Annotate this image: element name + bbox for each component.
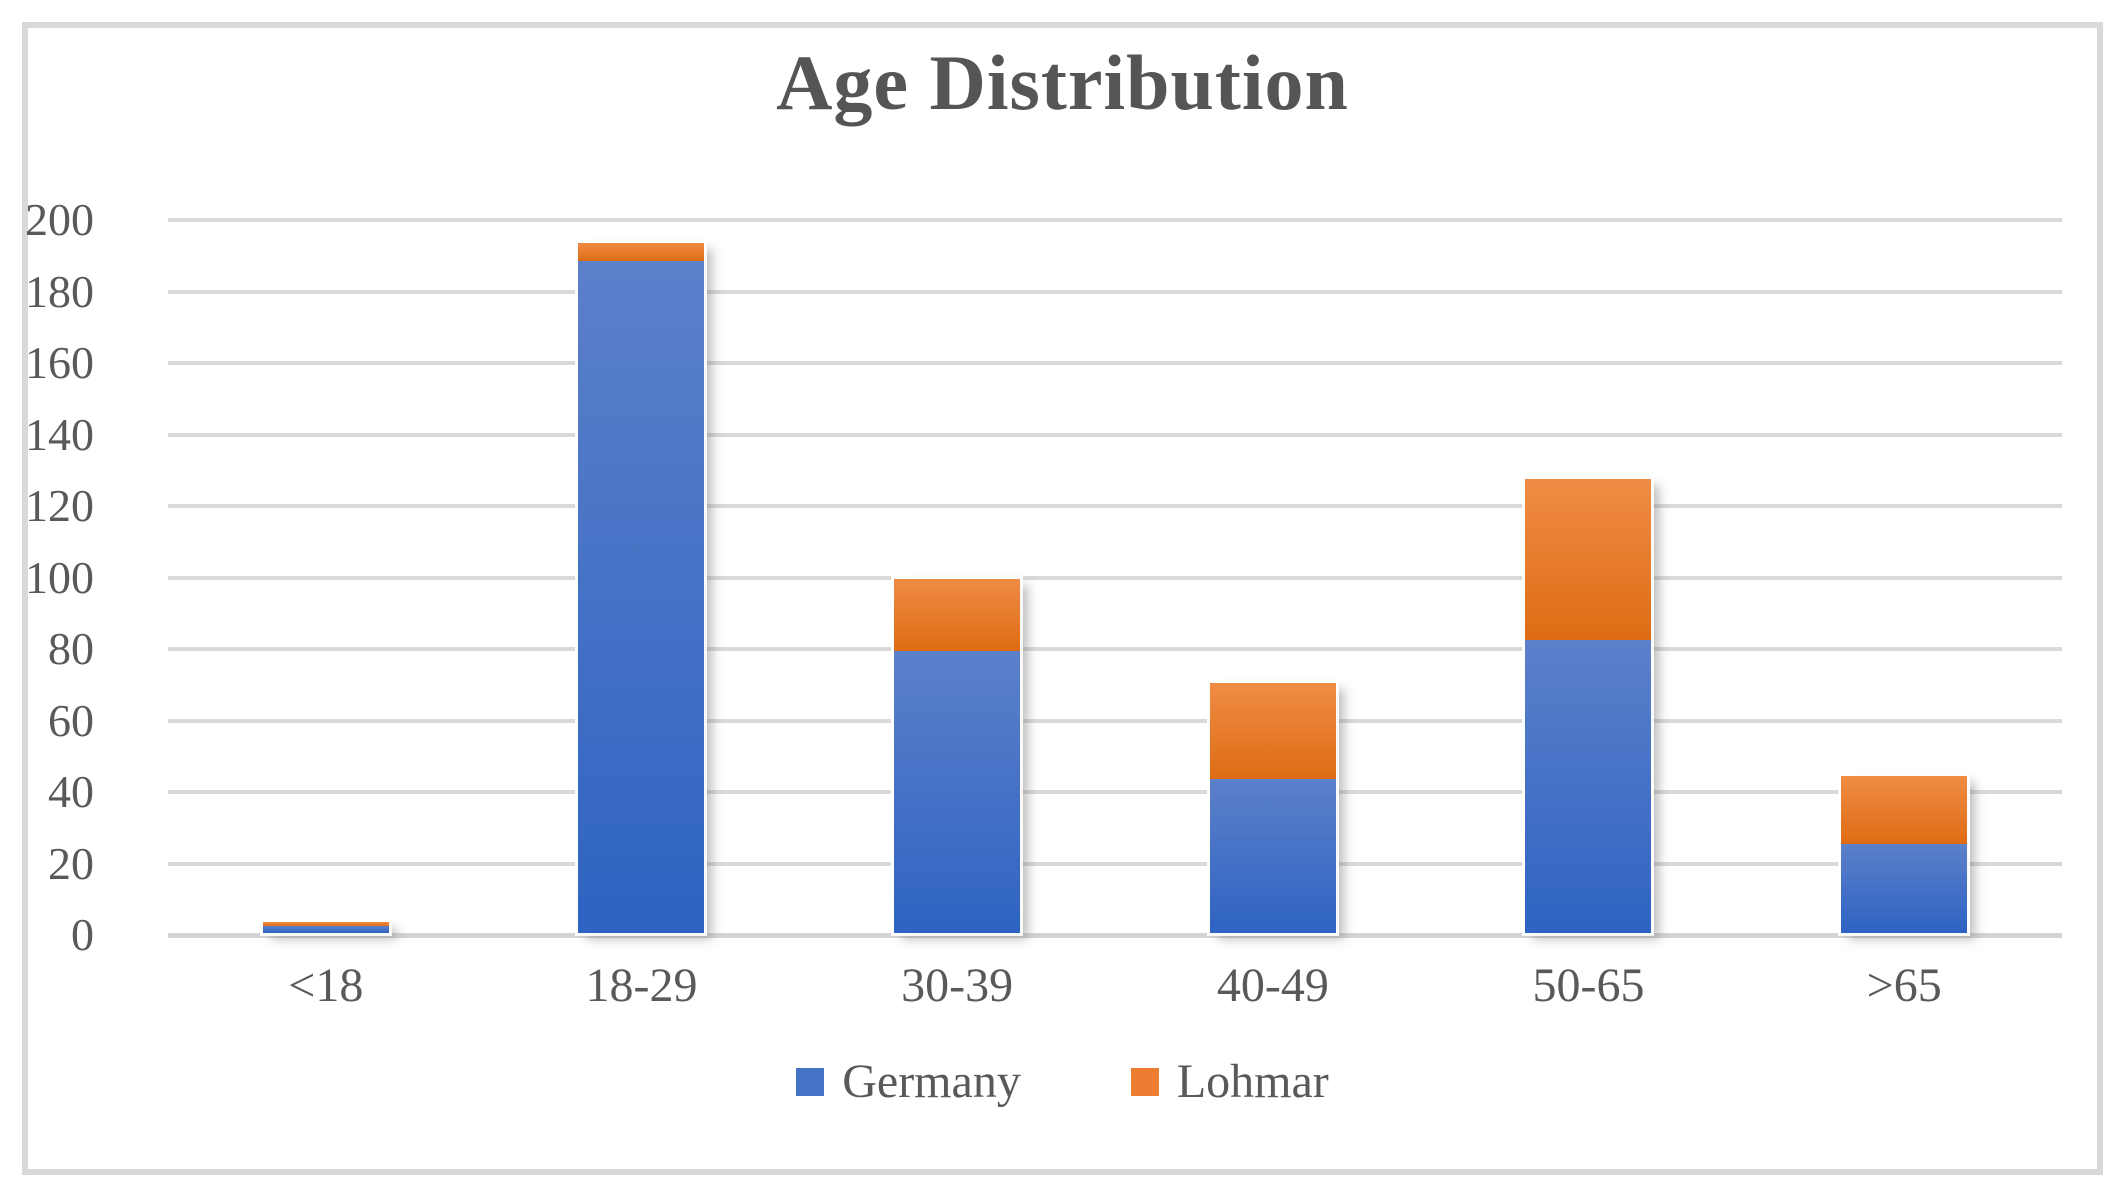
- x-axis-label-30-39: 30-39: [901, 959, 1014, 1012]
- gridline-y-200: [168, 218, 2062, 222]
- category-slot-50-65: [1431, 220, 1747, 935]
- bar-segment-lohmar-<18: [262, 922, 389, 926]
- gridline-y-180: [168, 289, 2062, 294]
- gridline-y-80: [168, 647, 2062, 651]
- bar-segment-germany-30-39: [894, 650, 1021, 933]
- gridline-y-40: [168, 790, 2062, 794]
- legend-swatch-lohmar: [1130, 1068, 1159, 1096]
- y-axis-tick-0: 0: [71, 909, 94, 960]
- x-axis-label-<18: <18: [288, 959, 364, 1012]
- bar-segment-germany-<18: [262, 925, 389, 933]
- y-axis-tick-120: 120: [25, 480, 94, 531]
- chart-frame-border: [22, 22, 2103, 1175]
- x-axis-label-18-29: 18-29: [585, 959, 698, 1012]
- y-axis-tick-60: 60: [48, 694, 94, 746]
- bar-segment-lohmar-30-39: [894, 579, 1021, 651]
- gridline-y-0: [168, 933, 2062, 938]
- y-axis-tick-200: 200: [25, 194, 94, 245]
- legend: Germany Lohmar: [0, 1058, 2125, 1106]
- x-axis-label-40-49: 40-49: [1216, 959, 1329, 1012]
- gridline-y-120: [168, 504, 2062, 508]
- legend-swatch-germany: [796, 1068, 825, 1096]
- bar-segment-lohmar-40-49: [1209, 682, 1336, 780]
- bar-segment-germany-50-65: [1525, 639, 1652, 933]
- gridline-y-60: [168, 718, 2062, 723]
- y-axis-tick-160: 160: [25, 337, 94, 388]
- gridline-y-140: [168, 432, 2062, 437]
- y-axis-tick-100: 100: [25, 551, 94, 603]
- y-axis-tick-20: 20: [48, 837, 94, 889]
- chart-title: Age Distribution: [776, 39, 1349, 126]
- bar-stack->65: [1841, 775, 1968, 933]
- category-slot-30-39: [799, 220, 1115, 935]
- category-slot-<18: [168, 220, 484, 935]
- bar-segment-lohmar-50-65: [1525, 478, 1652, 640]
- plot-area: 0 20 40 60 80 100 120 140 160 180 200: [25, 197, 2062, 958]
- x-axis-label->65: >65: [1866, 959, 1942, 1012]
- bar-segment-germany->65: [1841, 843, 1968, 933]
- bar-stack-30-39: [894, 579, 1021, 933]
- gridline-y-20: [168, 861, 2062, 866]
- y-axis-tick-140: 140: [25, 408, 94, 460]
- bar-segment-lohmar->65: [1841, 775, 1968, 844]
- gridline-y-160: [168, 361, 2062, 365]
- category-slot->65: [1746, 220, 2062, 935]
- bar-stack-50-65: [1525, 478, 1652, 933]
- gridline-y-100: [168, 575, 2062, 580]
- y-axis-tick-180: 180: [25, 265, 94, 317]
- legend-item-germany: Germany: [796, 1058, 1021, 1106]
- bar-stack-18-29: [578, 243, 705, 933]
- legend-label-lohmar: Lohmar: [1176, 1055, 1329, 1108]
- bar-segment-germany-18-29: [578, 260, 705, 933]
- category-slot-40-49: [1115, 220, 1431, 935]
- bar-stack-<18: [262, 922, 389, 933]
- y-axis-tick-40: 40: [48, 766, 94, 817]
- category-slot-18-29: [484, 220, 800, 935]
- bar-segment-lohmar-18-29: [578, 243, 705, 261]
- legend-label-germany: Germany: [842, 1055, 1021, 1108]
- y-axis-tick-80: 80: [48, 623, 94, 674]
- legend-item-lohmar: Lohmar: [1130, 1055, 1329, 1108]
- x-axis-label-50-65: 50-65: [1532, 959, 1645, 1012]
- bar-segment-germany-40-49: [1209, 779, 1336, 933]
- bar-stack-40-49: [1209, 682, 1336, 933]
